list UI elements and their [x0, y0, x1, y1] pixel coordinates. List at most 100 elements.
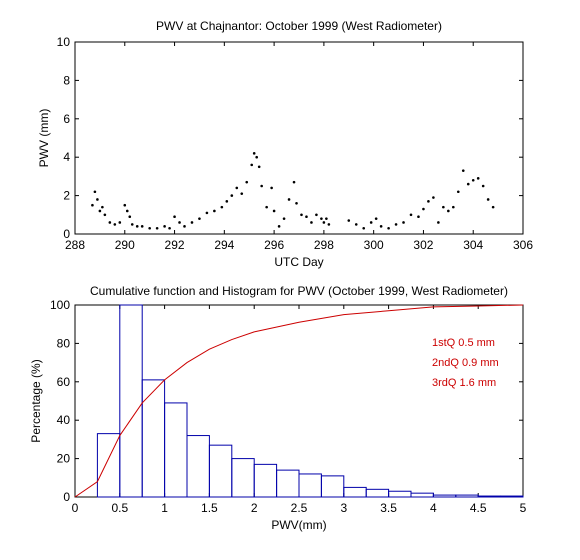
data-point [295, 201, 298, 205]
data-point [282, 217, 286, 220]
data-point [417, 215, 420, 219]
x-tick-label: 288 [65, 238, 85, 252]
data-point [93, 190, 97, 194]
data-point [155, 226, 159, 230]
data-point [315, 213, 318, 217]
data-point [374, 217, 378, 220]
data-point [213, 209, 216, 213]
y-tick-label: 8 [63, 73, 70, 87]
data-point [347, 219, 351, 222]
x-tick-label: 2.5 [291, 501, 308, 515]
y-tick-label: 10 [57, 35, 71, 49]
x-tick-label: 292 [165, 238, 185, 252]
data-point [135, 225, 139, 228]
y-tick-label: 6 [63, 112, 70, 126]
y-tick-label: 4 [63, 150, 70, 164]
annotation-third-quartile: 3rdQ 1.6 mm [432, 377, 496, 389]
data-point [163, 225, 166, 228]
data-point [257, 165, 261, 169]
y-axis-ticks: 0 2 4 6 8 10 [57, 35, 523, 241]
data-point [310, 221, 313, 224]
x-axis-ticks: 288 290 292 294 296 298 300 302 304 306 [65, 42, 533, 252]
data-point [437, 221, 440, 224]
x-tick-label: 4.5 [470, 501, 487, 515]
data-point [277, 225, 281, 228]
data-point [422, 207, 425, 211]
x-tick-label: 3 [340, 501, 347, 515]
data-point [118, 221, 122, 224]
data-point [235, 186, 239, 190]
data-point [287, 198, 291, 201]
data-point [265, 205, 268, 209]
data-point [173, 215, 176, 219]
x-axis-label: PWV(mm) [271, 518, 326, 532]
x-tick-label: 3.5 [380, 501, 397, 515]
x-tick-label: 0.5 [111, 501, 128, 515]
x-tick-label: 0 [72, 501, 79, 515]
data-point [322, 221, 326, 224]
annotation-second-quartile: 2ndQ 0.9 mm [432, 357, 499, 369]
data-point [113, 223, 117, 226]
data-point [486, 198, 490, 201]
data-points [91, 152, 495, 230]
data-point [305, 215, 308, 219]
cumulative-line [74, 304, 524, 498]
data-point [220, 205, 224, 209]
x-tick-label: 1 [161, 501, 168, 515]
chart-title: PWV at Chajnantor: October 1999 (West Ra… [156, 19, 442, 33]
y-axis-ticks: 0 20 40 60 80 100 [50, 298, 523, 504]
data-point [255, 155, 258, 159]
data-point [98, 209, 102, 213]
histogram-series [96, 304, 524, 498]
data-point [178, 221, 181, 224]
x-tick-label: 306 [513, 238, 533, 252]
y-tick-label: 80 [57, 336, 71, 350]
data-point [300, 213, 303, 217]
x-tick-label: 4 [430, 501, 437, 515]
data-point [387, 226, 390, 230]
x-tick-label: 5 [520, 501, 527, 515]
data-point [432, 196, 435, 199]
data-point [325, 217, 328, 220]
histogram-bar [477, 495, 502, 498]
x-tick-label: 294 [214, 238, 234, 252]
data-point [452, 205, 455, 209]
x-tick-label: 298 [314, 238, 334, 252]
data-point [103, 213, 107, 217]
x-tick-label: 304 [463, 238, 483, 252]
data-point [252, 152, 256, 155]
data-point [205, 211, 209, 215]
data-point [466, 182, 470, 186]
y-tick-label: 2 [63, 189, 70, 203]
histogram-bar [320, 475, 345, 498]
data-point [190, 221, 194, 224]
pwv-timeseries-chart: PWV at Chajnantor: October 1999 (West Ra… [37, 19, 533, 269]
data-point [427, 200, 430, 203]
data-point [320, 217, 323, 220]
data-point [198, 217, 201, 220]
data-point [140, 225, 144, 228]
plot-frame [74, 41, 524, 235]
data-point [272, 209, 276, 213]
x-tick-label: 296 [264, 238, 284, 252]
y-tick-label: 20 [57, 452, 71, 466]
x-axis-label: UTC Day [274, 255, 323, 269]
data-point [461, 169, 465, 172]
data-point [260, 184, 263, 188]
data-point [481, 184, 485, 188]
data-point [130, 223, 134, 226]
data-point [225, 200, 229, 203]
y-axis-label: Percentage (%) [29, 359, 43, 442]
data-point [123, 203, 127, 207]
chart-title: Cumulative function and Histogram for PW… [90, 284, 508, 298]
data-point [292, 180, 296, 184]
data-point [240, 192, 244, 195]
data-point [327, 223, 331, 226]
y-tick-label: 0 [63, 490, 70, 504]
data-point [471, 178, 475, 182]
data-point [250, 163, 254, 167]
data-point [442, 205, 445, 209]
data-point [245, 180, 249, 184]
